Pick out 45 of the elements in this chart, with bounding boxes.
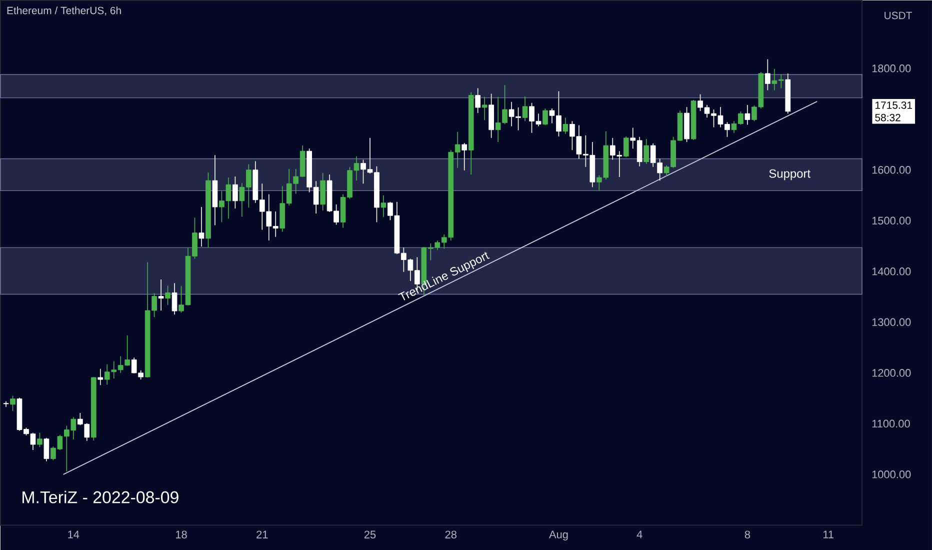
text: 1715.31 bbox=[876, 101, 912, 109]
candlestick bbox=[542, 108, 548, 126]
y-tick-label: 1600.00 bbox=[872, 166, 911, 174]
y-tick-label: 1400.00 bbox=[872, 267, 911, 276]
x-tick-label: Aug bbox=[548, 530, 568, 540]
annotation: M.TeriZ - 2022-08-09 bbox=[22, 490, 178, 504]
y-axis-title: USDT bbox=[884, 12, 912, 20]
candlestick bbox=[198, 206, 204, 247]
y-tick-label: 1100.00 bbox=[872, 420, 910, 428]
x-tick-label: 21 bbox=[256, 530, 268, 538]
candlestick bbox=[172, 282, 178, 315]
y-tick-label: 1000.00 bbox=[872, 470, 911, 478]
candlestick bbox=[3, 400, 9, 408]
candlestick bbox=[37, 432, 42, 448]
candlestick bbox=[10, 395, 16, 412]
candlestick bbox=[482, 96, 488, 120]
candlestick bbox=[320, 172, 326, 211]
x-tick-label: 28 bbox=[445, 530, 456, 538]
candlestick bbox=[562, 117, 568, 134]
x-tick-label: 8 bbox=[744, 530, 750, 538]
candlestick bbox=[232, 176, 238, 209]
candlestick bbox=[165, 285, 170, 306]
candlestick bbox=[644, 138, 650, 164]
candlestick bbox=[623, 136, 629, 158]
candlestick bbox=[98, 368, 104, 386]
candlestick bbox=[475, 88, 481, 114]
x-tick-label: 4 bbox=[636, 530, 642, 538]
x-tick-label: 18 bbox=[176, 530, 187, 538]
candlestick bbox=[44, 437, 50, 462]
candlestick bbox=[744, 104, 750, 126]
candlestick bbox=[158, 279, 164, 311]
y-tick-label: 1800.00 bbox=[872, 64, 911, 72]
candlestick bbox=[522, 96, 528, 122]
text: 58:32 bbox=[875, 114, 900, 122]
y-tick-label: 1200.00 bbox=[872, 368, 911, 377]
candlestick bbox=[764, 58, 770, 91]
candlestick bbox=[380, 194, 386, 218]
band-label: Support bbox=[769, 169, 810, 180]
x-tick-label: 25 bbox=[364, 530, 376, 538]
text: Ethereum / TetherUS, 6h bbox=[7, 6, 121, 16]
y-tick-label: 1300.00 bbox=[872, 318, 911, 326]
x-tick-label: 14 bbox=[68, 530, 80, 538]
candlestick bbox=[462, 142, 468, 171]
x-tick-label: 11 bbox=[823, 530, 834, 538]
y-tick-label: 1500.00 bbox=[872, 216, 911, 224]
